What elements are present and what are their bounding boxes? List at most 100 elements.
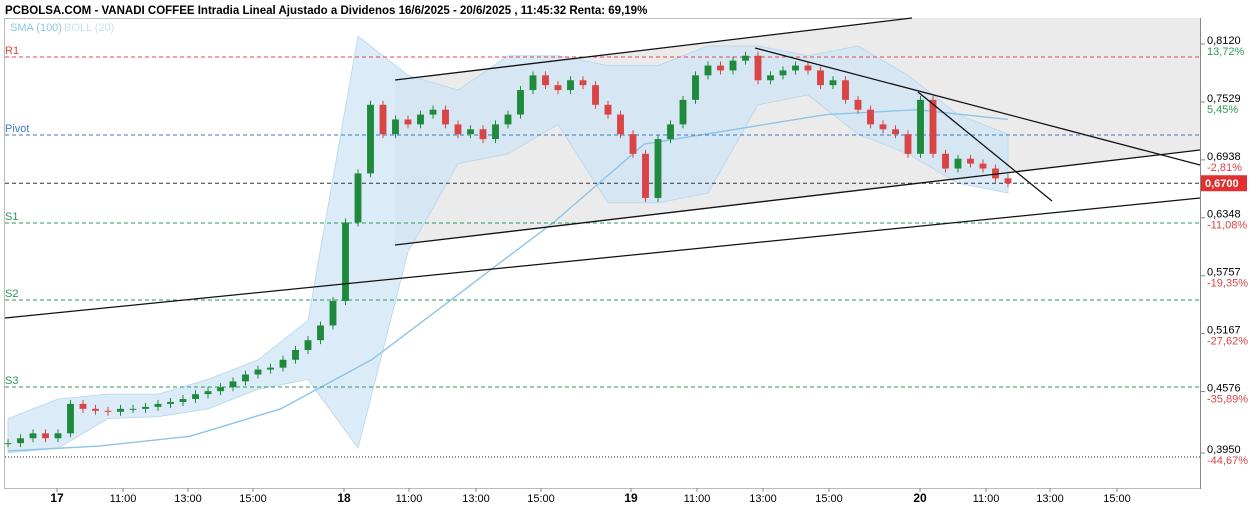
candle-body — [892, 129, 899, 135]
candle-body — [379, 104, 387, 135]
trend-lines — [4, 17, 1201, 319]
candle-body — [142, 406, 149, 409]
x-tick-label: 11:00 — [110, 493, 137, 505]
candle-body — [354, 173, 362, 223]
candle-body — [517, 90, 524, 115]
candle-body — [442, 109, 449, 125]
candle-body — [904, 134, 912, 154]
x-tick-label: 17 — [50, 491, 64, 505]
candle-body — [467, 129, 474, 135]
candle-body — [217, 387, 224, 392]
last-price-box — [1201, 175, 1247, 192]
candle-body — [154, 403, 162, 407]
level-label: S3 — [5, 375, 18, 387]
candle-body — [479, 129, 487, 140]
pct-label: 13,72% — [1207, 46, 1245, 58]
candle-body — [54, 433, 62, 439]
candle-body — [279, 359, 287, 368]
x-tick-label: 11:00 — [396, 493, 423, 505]
candle-body — [779, 70, 787, 76]
candle-body — [317, 325, 324, 341]
candle-body — [542, 75, 549, 86]
candle-body — [804, 65, 812, 71]
candle-body — [79, 403, 87, 409]
candle-body — [792, 65, 799, 71]
candle-body — [742, 55, 749, 61]
x-tick-label: 13:00 — [749, 493, 777, 505]
candle-body — [179, 399, 187, 402]
candle-body — [554, 85, 562, 91]
candle-body — [829, 80, 837, 86]
candle-body — [292, 349, 299, 360]
y-tick-label: 0,3950 — [1207, 444, 1241, 456]
sma-line — [7, 108, 1009, 452]
x-tick-label: 13:00 — [1036, 493, 1064, 505]
legend-boll: BOLL (20) — [64, 22, 114, 34]
candle-body — [717, 65, 724, 71]
level-label: Pivot — [5, 123, 29, 135]
x-tick-label: 15:00 — [527, 493, 555, 505]
level-label: S1 — [5, 211, 18, 223]
y-tick-label: 0,5757 — [1207, 267, 1241, 279]
candle-body — [454, 124, 462, 135]
candle-body — [704, 65, 712, 76]
candle-body — [604, 104, 612, 115]
pct-label: -19,35% — [1207, 278, 1248, 290]
candle-body — [504, 114, 512, 125]
candle-body — [679, 99, 687, 125]
chart-title: PCBOLSA.COM - VANADI COFFEE Intradia Lin… — [5, 5, 647, 17]
candle-body — [617, 114, 624, 135]
pct-label: -35,89% — [1207, 393, 1248, 405]
x-tick-label: 15:00 — [815, 493, 843, 505]
candle-body — [429, 109, 437, 115]
candle-body — [629, 134, 637, 154]
x-tick-label: 11:00 — [973, 493, 1000, 505]
candle-body — [29, 433, 37, 439]
resistance-line — [754, 47, 1201, 166]
y-tick-label: 0,7529 — [1207, 93, 1241, 105]
candle-body — [979, 163, 987, 169]
candle-body — [117, 408, 124, 412]
candle-body — [104, 410, 112, 412]
candle-body — [529, 75, 537, 91]
pct-label: -27,62% — [1207, 336, 1248, 348]
channel-top — [394, 17, 913, 81]
candle-body — [967, 158, 974, 164]
x-tick-label: 15:00 — [1103, 493, 1131, 505]
candle-body — [917, 99, 924, 154]
candle-body — [854, 99, 862, 110]
candle-body — [329, 300, 337, 326]
candle-body — [642, 153, 649, 198]
candle-body — [417, 114, 424, 125]
candle-body — [729, 60, 737, 71]
level-label: S2 — [5, 288, 18, 300]
candle-body — [242, 374, 249, 382]
candle-body — [129, 408, 137, 410]
pct-label: -44,67% — [1207, 455, 1248, 467]
candle-body — [229, 381, 237, 388]
y-tick-label: 0,6938 — [1207, 151, 1241, 163]
candle-body — [192, 394, 199, 400]
candle-body — [492, 124, 499, 140]
candle-body — [67, 403, 74, 434]
candle-body — [992, 168, 999, 179]
candle-body — [692, 75, 699, 100]
x-tick-label: 15:00 — [239, 493, 267, 505]
candle-body — [392, 119, 399, 135]
candle-body — [42, 433, 49, 439]
candle-body — [654, 139, 662, 198]
candle-body — [842, 80, 849, 100]
candle-body — [167, 401, 174, 404]
steep-line — [917, 91, 1053, 202]
y-tick-label: 0,5167 — [1207, 325, 1241, 337]
candle-body — [754, 55, 762, 81]
y-tick-label: 0,4576 — [1207, 382, 1241, 394]
candle-body — [867, 109, 874, 125]
pct-label: -2,81% — [1207, 162, 1242, 174]
candle-body — [954, 158, 962, 169]
candle-body — [1004, 178, 1012, 184]
x-tick-label: 13:00 — [174, 493, 202, 505]
x-tick-label: 20 — [913, 491, 927, 505]
